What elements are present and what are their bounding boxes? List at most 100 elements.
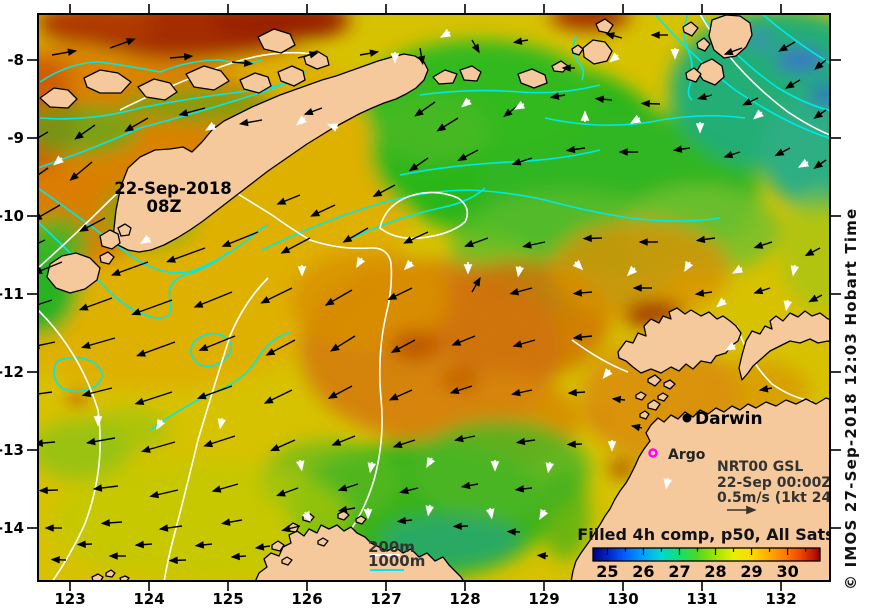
current-vector — [392, 439, 416, 449]
current-vector — [79, 217, 106, 232]
current-vector — [38, 299, 53, 306]
current-vector — [149, 489, 179, 499]
current-vector — [260, 287, 293, 304]
current-vector — [337, 505, 356, 514]
current-vector — [156, 418, 166, 431]
current-vector — [716, 297, 727, 308]
colorbar-gradient — [592, 547, 821, 562]
sst-field: 22-Sep-2018 08Z Darwin Argo NRT00 GSL 22… — [38, 14, 831, 581]
current-vector — [663, 477, 673, 490]
current-vector — [69, 161, 93, 181]
current-vector — [460, 481, 479, 490]
current-vector — [536, 552, 549, 560]
lon-tick-label: 128 — [449, 590, 480, 608]
lon-tick-label: 132 — [765, 590, 796, 608]
current-vector — [454, 434, 476, 443]
land-masses — [39, 14, 830, 581]
current-vector — [758, 385, 773, 393]
current-vector — [280, 237, 311, 254]
nrt-reference-legend: NRT00 GSL 22-Sep 00:00Z 0.5m/s (1kt 24h) — [717, 459, 831, 515]
current-vector — [408, 157, 429, 172]
current-vector — [723, 150, 741, 159]
current-vector — [425, 504, 435, 517]
nrt-legend-line2: 22-Sep 00:00Z — [717, 475, 831, 491]
current-vector — [640, 99, 661, 108]
argo-float-marker[interactable] — [648, 448, 658, 458]
current-vector — [426, 456, 436, 469]
lon-tick-label: 129 — [528, 590, 559, 608]
current-vector — [684, 260, 694, 273]
current-vector — [451, 335, 476, 346]
colorbar: Filled 4h comp, p50, All Sats 25 26 27 28 29… — [577, 525, 830, 581]
current-vector — [582, 234, 603, 243]
current-vector — [485, 507, 495, 520]
lon-tick-label: 131 — [686, 590, 717, 608]
current-vector — [522, 241, 546, 249]
lon-tick-label: 124 — [133, 590, 164, 608]
current-vector — [263, 389, 293, 404]
current-vector — [301, 510, 311, 523]
current-vector — [134, 540, 153, 549]
current-vector — [324, 289, 353, 306]
current-vector — [471, 276, 481, 293]
current-vector — [310, 204, 336, 217]
current-vector — [178, 107, 206, 117]
lat-tick-label: -9 — [7, 129, 24, 147]
imos-watermark: © IMOS 27-Sep-2018 12:03 Hobart Time — [842, 208, 860, 590]
current-vector — [169, 52, 194, 61]
current-vector — [356, 256, 366, 269]
current-vector — [611, 395, 626, 404]
current-vector — [572, 289, 593, 297]
current-vector — [813, 109, 827, 119]
current-vector — [265, 339, 296, 356]
current-vector — [790, 264, 800, 277]
current-vector — [797, 158, 810, 168]
current-vector — [724, 341, 737, 351]
current-vector — [814, 59, 827, 70]
current-vector — [572, 259, 584, 271]
current-vector — [403, 231, 429, 244]
current-vector — [461, 97, 472, 108]
current-vector — [723, 47, 743, 56]
current-vector — [565, 145, 586, 154]
nrt-legend-line1: NRT00 GSL — [717, 459, 803, 475]
lat-tick-label: -14 — [0, 519, 24, 537]
current-vector — [567, 388, 586, 397]
current-vector — [217, 417, 227, 430]
current-vector — [337, 483, 359, 492]
current-vector — [254, 543, 271, 551]
current-vector — [539, 508, 549, 521]
depth-legend-1000m: 1000m — [368, 552, 425, 570]
current-vector — [327, 123, 339, 132]
current-vector — [417, 47, 426, 66]
lon-tick-label: 127 — [370, 590, 401, 608]
current-vector — [511, 157, 533, 166]
mainland-australia-kimberley — [254, 524, 465, 581]
plot-frame — [37, 13, 831, 582]
current-vector — [231, 59, 254, 67]
islands-tanimbar — [708, 14, 753, 59]
colorbar-tick-label: 27 — [668, 562, 690, 581]
lon-tick-label: 125 — [212, 590, 243, 608]
current-vector — [100, 519, 123, 527]
lon-tick-label: 123 — [54, 590, 85, 608]
current-vector — [515, 437, 536, 446]
current-vector — [74, 124, 96, 140]
current-vector — [778, 41, 796, 52]
current-vector — [136, 341, 176, 357]
current-vector — [783, 299, 793, 312]
colorbar-tick-label: 28 — [704, 562, 726, 581]
current-vector — [80, 337, 116, 349]
lat-tick-label: -12 — [0, 363, 24, 381]
current-vector — [131, 299, 173, 316]
current-vector — [92, 484, 119, 492]
current-vector — [211, 483, 239, 493]
current-vector — [694, 289, 713, 297]
current-vector — [731, 264, 744, 274]
island-chain-alor — [39, 87, 78, 109]
date-annotation-line2: 08Z — [147, 197, 182, 216]
current-vector — [626, 265, 638, 277]
current-vector — [457, 149, 479, 161]
